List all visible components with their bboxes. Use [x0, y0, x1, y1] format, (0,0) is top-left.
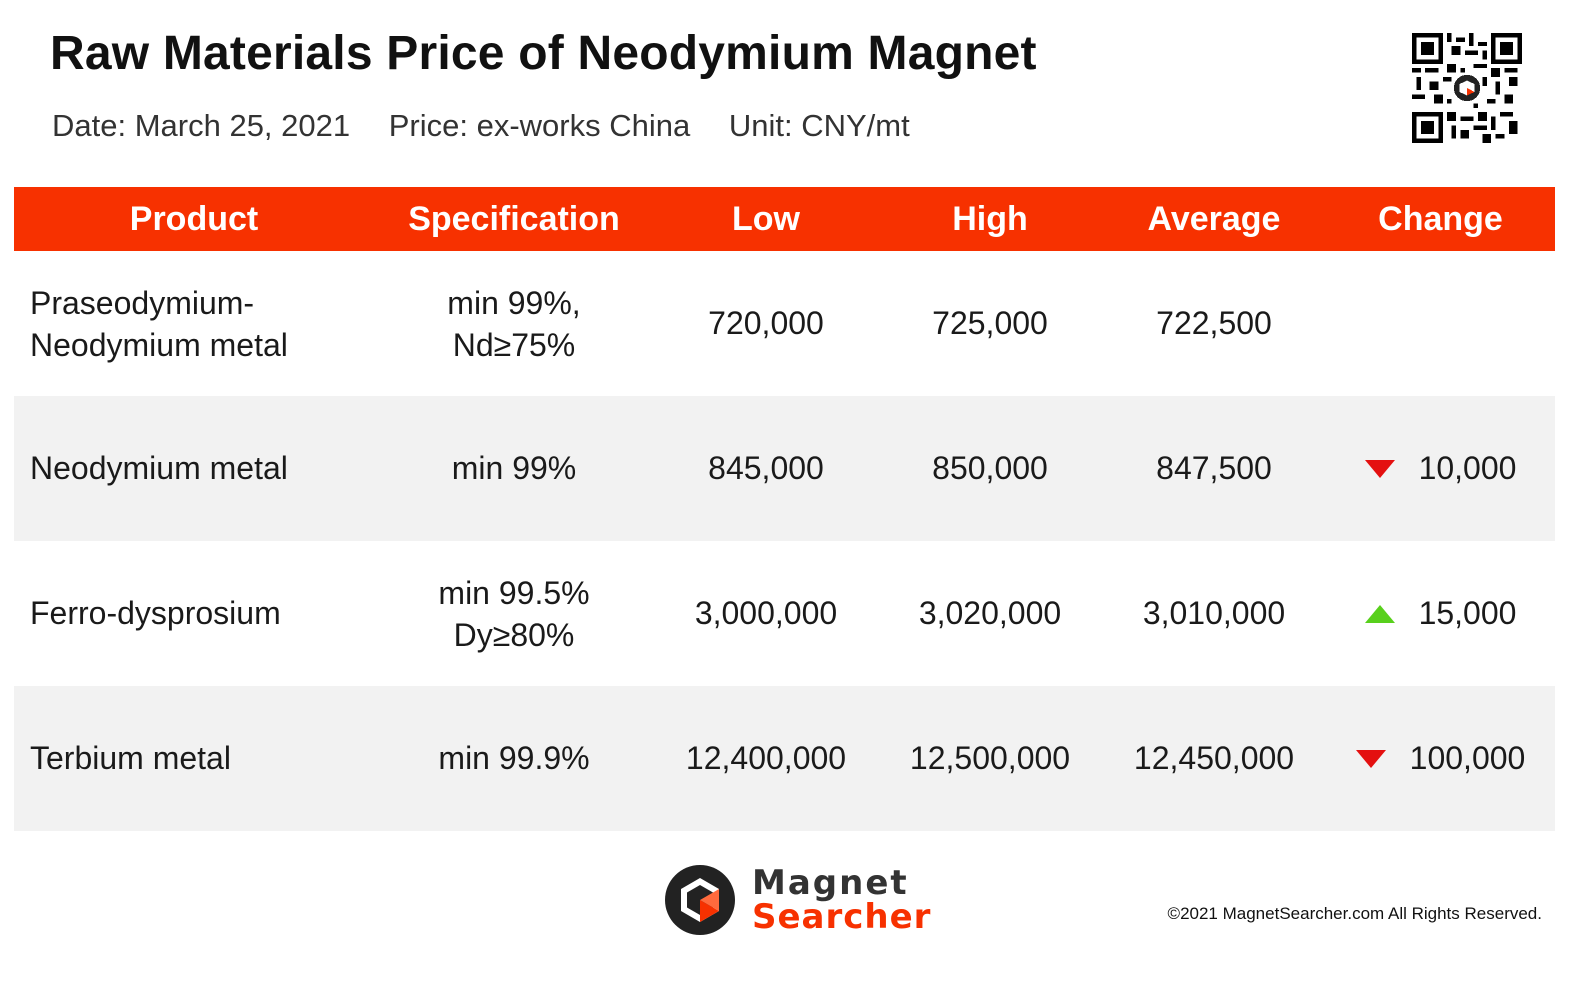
high-cell: 725,000: [932, 305, 1048, 341]
product-cell: Terbium metal: [30, 740, 231, 776]
magnet-searcher-logo-icon: [665, 865, 735, 935]
column-header-change: Change: [1378, 199, 1503, 238]
date-label: Date: March 25, 2021: [52, 108, 351, 143]
product-name-line: Praseodymium-: [30, 284, 255, 321]
qr-code-icon: [1412, 33, 1522, 143]
table-row: Terbium metal min 99.9% 12,400,000 12,50…: [14, 686, 1555, 831]
column-header-product: Product: [129, 199, 259, 238]
spec-cell: min 99.5% Dy≥80%: [374, 572, 654, 656]
up-arrow-icon: [1364, 604, 1395, 623]
page-title: Raw Materials Price of Neodymium Magnet: [50, 27, 1037, 80]
low-cell: 720,000: [708, 305, 824, 341]
average-cell: 3,010,000: [1142, 595, 1286, 631]
price-table: Product Specification Low High Average C…: [14, 187, 1555, 831]
change-cell: 10,000: [1326, 450, 1555, 487]
spec-cell: min 99%, Nd≥75%: [374, 282, 654, 366]
price-label: Price: ex-works China: [388, 108, 691, 143]
unit-label: Unit: CNY/mt: [728, 108, 910, 143]
average-cell: 722,500: [1156, 305, 1272, 341]
average-cell: 847,500: [1156, 450, 1272, 486]
product-name-line: Neodymium metal: [30, 326, 288, 363]
change-value: 10,000: [1418, 450, 1517, 486]
high-cell: 3,020,000: [918, 595, 1062, 631]
column-header-high: High: [952, 199, 1028, 238]
table-row: Ferro-dysprosium min 99.5% Dy≥80% 3,000,…: [14, 541, 1555, 686]
meta-line: Date: March 25, 2021 Price: ex-works Chi…: [52, 108, 940, 144]
copyright-notice: ©2021 MagnetSearcher.com All Rights Rese…: [1167, 904, 1542, 923]
table-row: Neodymium metal min 99% 845,000 850,000 …: [14, 396, 1555, 541]
low-cell: 3,000,000: [694, 595, 838, 631]
change-cell: 100,000: [1326, 740, 1555, 777]
brand-wordmark: Magnet Searcher: [752, 866, 931, 934]
high-cell: 850,000: [932, 450, 1048, 486]
product-cell: Ferro-dysprosium: [30, 595, 281, 631]
brand-line-searcher: Searcher: [752, 897, 932, 937]
column-header-specification: Specification: [408, 199, 620, 238]
product-cell: Praseodymium- Neodymium metal: [14, 282, 374, 366]
down-arrow-icon: [1355, 749, 1386, 768]
spec-line: Dy≥80%: [453, 616, 575, 653]
spec-cell: min 99%: [451, 450, 577, 486]
average-cell: 12,450,000: [1133, 740, 1295, 776]
change-value: 15,000: [1418, 595, 1517, 631]
spec-cell: min 99.9%: [438, 740, 590, 776]
high-cell: 12,500,000: [909, 740, 1071, 776]
down-arrow-icon: [1364, 459, 1395, 478]
spec-line: min 99.5%: [438, 574, 590, 611]
table-row: Praseodymium- Neodymium metal min 99%, N…: [14, 251, 1555, 396]
brand-line-magnet: Magnet: [752, 863, 909, 903]
change-value: 100,000: [1409, 740, 1526, 776]
column-header-low: Low: [732, 199, 800, 238]
change-cell: 15,000: [1326, 595, 1555, 632]
spec-line: min 99%,: [447, 284, 581, 321]
column-header-average: Average: [1147, 199, 1281, 238]
table-header: Product Specification Low High Average C…: [14, 187, 1555, 251]
spec-line: Nd≥75%: [452, 326, 576, 363]
low-cell: 845,000: [708, 450, 824, 486]
low-cell: 12,400,000: [685, 740, 847, 776]
product-cell: Neodymium metal: [30, 450, 288, 486]
